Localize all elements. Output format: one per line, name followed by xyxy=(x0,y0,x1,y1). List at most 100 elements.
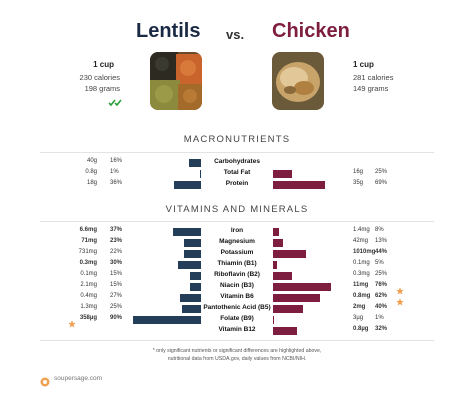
nutrient-row: 2.1mg 15% Niacin (B3) 11mg 76% xyxy=(0,281,474,295)
right-dv-percent: 76% xyxy=(375,282,388,288)
lentils-bar xyxy=(172,227,201,236)
macronutrient-chart: 40g 16% Carbohydrates 0.8g 1% Total Fat 16g 25%… xyxy=(0,157,474,192)
left-value: 0.4mg xyxy=(80,293,97,299)
left-grams: 198 grams xyxy=(84,84,120,93)
chicken-bar xyxy=(273,282,331,291)
right-value: 11mg xyxy=(353,282,369,288)
vitamins-chart: 6.6mg 37% Iron 1.4mg 8% 71mg 23% Magnesium 42mg 1… xyxy=(0,226,474,335)
lentils-bar xyxy=(188,158,201,167)
nutrient-row: 40g 16% Carbohydrates xyxy=(0,157,474,168)
left-dv-percent: 23% xyxy=(110,238,123,244)
right-value: 0.3mg xyxy=(353,271,370,277)
star-icon xyxy=(68,315,76,333)
nutrient-name: Vitamin B12 xyxy=(218,326,256,333)
chicken-bar xyxy=(273,326,298,335)
lentils-bar xyxy=(182,304,201,313)
left-value: 731mg xyxy=(78,249,97,255)
nutrient-row: 0.4mg 27% Vitamin B6 0.8mg 62% xyxy=(0,292,474,306)
right-dv-percent: 32% xyxy=(375,326,388,332)
chicken-bar xyxy=(273,271,292,280)
chicken-bar xyxy=(273,169,292,178)
nutrient-row: Vitamin B12 0.8µg 32% xyxy=(0,325,474,336)
nutrient-row: 358µg 90% Folate (B9) 3µg 1% xyxy=(0,314,474,328)
left-value: 2.1mg xyxy=(80,282,97,288)
left-dv-percent: 15% xyxy=(110,282,123,288)
right-value: 3µg xyxy=(353,315,364,321)
nutrient-row: 731mg 22% Potassium 1010mg 44% xyxy=(0,248,474,259)
nutrient-row: 6.6mg 37% Iron 1.4mg 8% xyxy=(0,226,474,237)
lentils-bar xyxy=(132,315,201,324)
right-dv-percent: 40% xyxy=(375,304,388,310)
right-dv-percent: 1% xyxy=(375,315,384,321)
nutrient-name: Vitamin B6 xyxy=(220,293,254,300)
right-dv-percent: 25% xyxy=(375,169,388,175)
left-value: 6.6mg xyxy=(79,227,97,233)
lentils-bar xyxy=(189,271,201,280)
left-calories: 230 calories xyxy=(79,73,120,82)
nutrient-name: Carbohydrates xyxy=(214,158,260,165)
right-dv-percent: 62% xyxy=(375,293,388,299)
right-dv-percent: 69% xyxy=(375,180,388,186)
right-value: 0.8mg xyxy=(353,293,371,299)
left-dv-percent: 16% xyxy=(110,158,123,164)
nutrient-name: Iron xyxy=(230,227,244,234)
vs-label: vs. xyxy=(226,27,245,42)
chicken-bar xyxy=(273,238,283,247)
left-value: 40g xyxy=(86,158,97,164)
left-serving: 1 cup xyxy=(93,60,114,69)
nutrient-name: Potassium xyxy=(220,249,254,256)
left-value: 71mg xyxy=(81,238,97,244)
right-dv-percent: 5% xyxy=(375,260,384,266)
right-dv-percent: 25% xyxy=(375,271,388,277)
nutrient-name: Riboflavin (B2) xyxy=(214,271,260,278)
lentils-bar xyxy=(180,293,201,302)
nutrient-name: Protein xyxy=(225,180,249,187)
left-dv-percent: 1% xyxy=(110,169,119,175)
right-value: 1.4mg xyxy=(353,227,370,233)
nutrient-row: 0.3mg 30% Thiamin (B1) 0.1mg 5% xyxy=(0,259,474,270)
chicken-bar xyxy=(273,315,274,324)
lentils-bar xyxy=(173,180,201,189)
macro-divider xyxy=(40,152,434,153)
nutrient-name: Thiamin (B1) xyxy=(217,260,257,267)
right-grams: 149 grams xyxy=(353,84,389,93)
vitamins-heading: VITAMINS AND MINERALS xyxy=(165,204,309,215)
left-dv-percent: 25% xyxy=(110,304,123,310)
nutrient-row: 0.1mg 15% Riboflavin (B2) 0.3mg 25% xyxy=(0,270,474,281)
chicken-bar xyxy=(273,304,304,313)
lentils-bar xyxy=(178,260,201,269)
chicken-bar xyxy=(273,293,321,302)
left-value: 0.3mg xyxy=(79,260,97,266)
right-value: 35g xyxy=(353,180,364,186)
nutrient-row: 0.8g 1% Total Fat 16g 25% xyxy=(0,168,474,179)
lentils-bar xyxy=(184,249,201,258)
lentils-bar xyxy=(183,238,201,247)
chicken-bar xyxy=(273,249,307,258)
left-dv-percent: 30% xyxy=(110,260,123,266)
chicken-bar xyxy=(273,260,277,269)
footnote-line-1: * only significant nutrients or signific… xyxy=(152,348,322,354)
double-check-icon xyxy=(108,94,122,112)
lentils-photo xyxy=(150,52,202,110)
left-food-name: Lentils xyxy=(136,20,201,42)
star-icon xyxy=(396,293,404,311)
left-dv-percent: 27% xyxy=(110,293,123,299)
right-dv-percent: 8% xyxy=(375,227,384,233)
footer-divider xyxy=(40,340,434,341)
left-dv-percent: 36% xyxy=(110,180,123,186)
left-value: 358µg xyxy=(79,315,97,321)
right-value: 1010mg xyxy=(353,249,376,255)
right-dv-percent: 13% xyxy=(375,238,388,244)
right-value: 42mg xyxy=(353,238,369,244)
nutrient-name: Niacin (B3) xyxy=(220,282,254,289)
nutrient-name: Total Fat xyxy=(223,169,251,176)
left-dv-percent: 37% xyxy=(110,227,123,233)
chicken-photo xyxy=(272,52,324,110)
right-value: 2mg xyxy=(353,304,366,310)
vitamins-divider xyxy=(40,221,434,222)
right-serving: 1 cup xyxy=(353,60,374,69)
brand-link[interactable]: soupersage.com xyxy=(54,375,103,382)
left-dv-percent: 15% xyxy=(110,271,123,277)
nutrient-row: 18g 36% Protein 35g 69% xyxy=(0,179,474,190)
brand-logo-icon xyxy=(40,374,50,392)
